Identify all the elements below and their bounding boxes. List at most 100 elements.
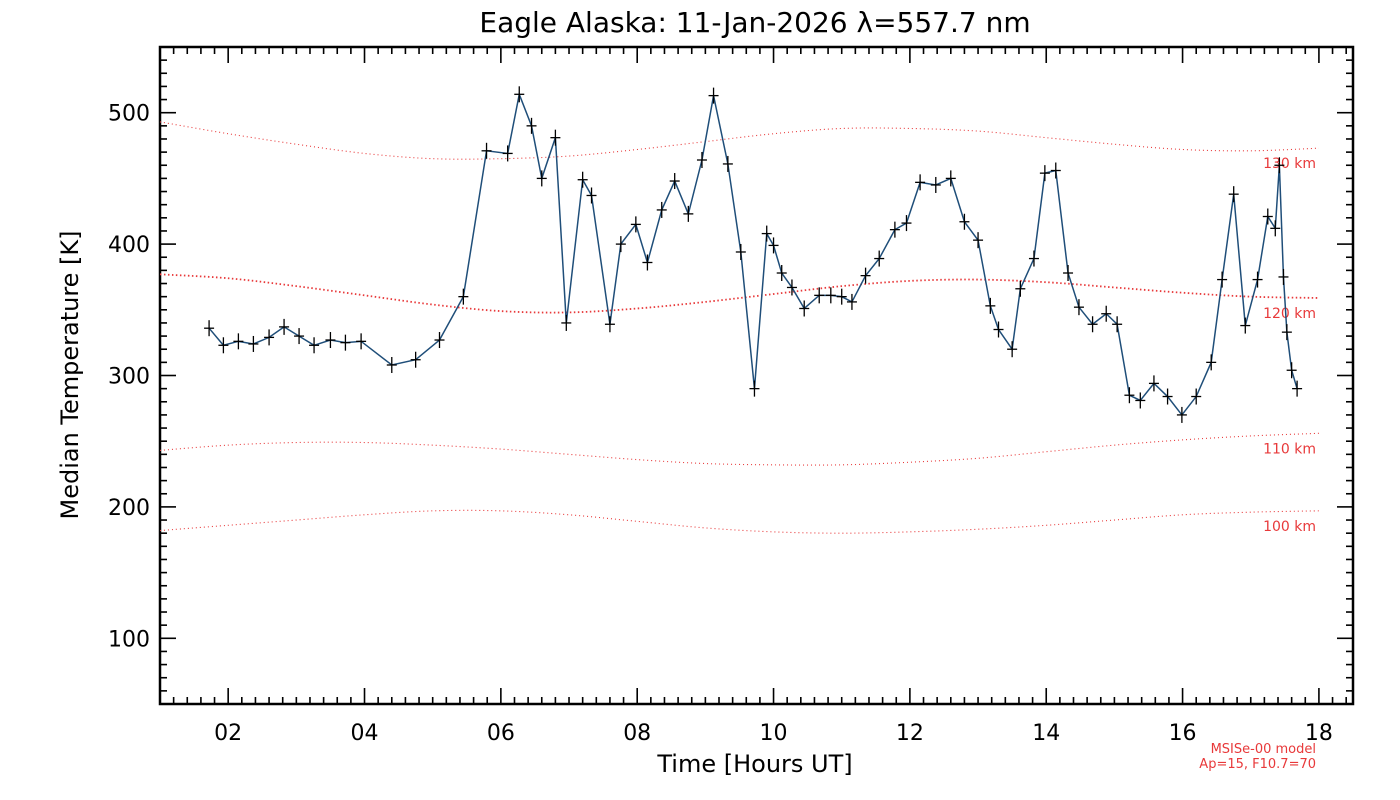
data-point (993, 321, 1004, 338)
data-point (1262, 208, 1273, 225)
model-label-100-km: 100 km (1263, 519, 1316, 535)
data-point (836, 288, 847, 305)
data-point (233, 333, 244, 350)
data-point (386, 356, 397, 373)
x-tick-label: 16 (1169, 721, 1197, 746)
data-point (1217, 271, 1228, 288)
y-axis-ticks (160, 46, 1353, 705)
chart-title: Eagle Alaska: 11-Jan-2026 λ=557.7 nm (479, 6, 1030, 39)
data-point (1206, 354, 1217, 371)
data-series (204, 86, 1303, 423)
x-tick-label: 18 (1305, 721, 1333, 746)
data-point (1274, 157, 1285, 174)
data-point (1007, 341, 1018, 358)
data-point (294, 328, 305, 345)
data-point (1015, 280, 1026, 297)
data-point (550, 129, 561, 146)
data-point (669, 173, 680, 190)
data-point (1073, 299, 1084, 316)
data-point (1228, 186, 1239, 203)
x-tick-label: 08 (623, 721, 651, 746)
data-point (1252, 271, 1263, 288)
model-note-line-2: Ap=15, F10.7=70 (1199, 757, 1316, 772)
y-axis-label: Median Temperature [K] (56, 230, 84, 519)
x-tick-label: 04 (351, 721, 379, 746)
data-point (1063, 265, 1074, 282)
data-point (1292, 380, 1303, 397)
data-point (279, 318, 290, 335)
data-point (340, 334, 351, 351)
x-tick-label: 14 (1032, 721, 1060, 746)
data-point (410, 351, 421, 368)
data-point (458, 288, 469, 305)
x-axis-tick-labels: 02 04 06 08 10 12 14 16 18 (214, 721, 1333, 746)
data-point (264, 329, 275, 346)
data-point (749, 380, 760, 397)
data-point (1191, 388, 1202, 405)
data-point (1101, 305, 1112, 322)
data-point (1148, 375, 1159, 392)
data-point (1039, 165, 1050, 182)
data-point (325, 332, 336, 349)
x-tick-label: 02 (214, 721, 242, 746)
data-point (860, 267, 871, 284)
data-series-line (208, 91, 1298, 417)
data-point (1240, 317, 1251, 334)
data-point (577, 171, 588, 188)
data-point (889, 221, 900, 238)
data-point (656, 201, 667, 218)
data-point (204, 320, 215, 337)
model-curve-100-km (159, 509, 1319, 534)
data-point (985, 297, 996, 314)
y-tick-label: 500 (108, 102, 150, 127)
y-tick-label: 400 (108, 233, 150, 258)
data-point (786, 279, 797, 296)
data-point (1087, 316, 1098, 333)
x-axis-label: Time [Hours UT] (656, 750, 852, 778)
y-tick-label: 300 (108, 365, 150, 390)
data-point (874, 250, 885, 267)
model-curve-labels: 130 km 120 km 110 km 100 km (1263, 156, 1316, 535)
data-point (1112, 316, 1123, 333)
x-tick-label: 12 (896, 721, 924, 746)
data-point (814, 287, 825, 304)
x-tick-label: 06 (487, 721, 515, 746)
data-point (930, 176, 941, 193)
data-point (309, 337, 320, 354)
data-point (846, 293, 857, 310)
data-point (642, 254, 653, 271)
plot-frame (158, 45, 1355, 706)
model-curve-130-km (159, 121, 1319, 160)
data-point (776, 265, 787, 282)
data-point (768, 237, 779, 254)
data-point (683, 205, 694, 222)
data-point (561, 314, 572, 331)
data-point (1281, 324, 1292, 341)
x-axis-ticks (159, 47, 1347, 704)
data-point (526, 117, 537, 134)
data-point (536, 170, 547, 187)
data-point (586, 187, 597, 204)
data-point (901, 215, 912, 232)
data-point (722, 155, 733, 172)
model-label-110-km: 110 km (1263, 441, 1316, 457)
model-curve-120-km (159, 273, 1319, 314)
y-tick-label: 100 (108, 627, 150, 652)
data-point (481, 142, 492, 159)
data-point (945, 170, 956, 187)
data-point (604, 316, 615, 333)
data-point (630, 216, 641, 233)
model-curves (159, 121, 1319, 534)
data-point (696, 152, 707, 169)
data-point (502, 145, 513, 162)
data-point (218, 337, 229, 354)
data-point (615, 236, 626, 253)
data-point (1124, 387, 1135, 404)
data-point (1270, 220, 1281, 237)
model-note-line-1: MSISe-00 model (1211, 742, 1316, 757)
data-point (799, 300, 810, 317)
x-tick-label: 10 (760, 721, 788, 746)
data-point (1176, 406, 1187, 423)
data-point (1286, 362, 1297, 379)
